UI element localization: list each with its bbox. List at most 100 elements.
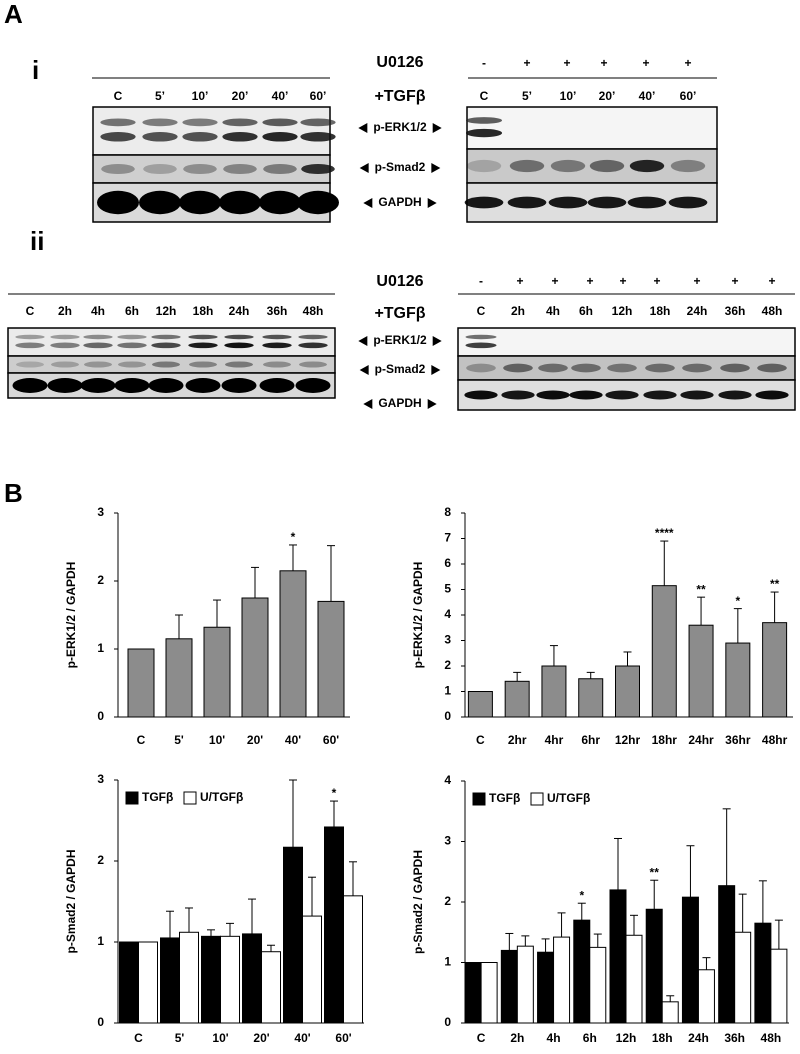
treatment-sign: + (586, 274, 593, 288)
x-tick-label: 36hr (725, 733, 751, 747)
y-tick-label: 0 (97, 1015, 104, 1029)
treatment-sign: + (653, 274, 660, 288)
blot-band (720, 363, 750, 373)
arrow-head (363, 399, 373, 409)
blot-band (465, 342, 497, 349)
error-bar (289, 544, 297, 571)
subpanel-label: i (32, 55, 39, 85)
y-tick-label: 3 (97, 505, 104, 519)
blot-band (466, 363, 496, 373)
x-tick-label: 6hr (581, 733, 600, 747)
blot-band (142, 131, 178, 142)
lane-label: 6h (125, 304, 139, 318)
blot-band (189, 361, 217, 368)
x-tick-label: 24hr (688, 733, 714, 747)
y-tick-label: 1 (97, 641, 104, 655)
y-tick-label: 1 (444, 684, 451, 698)
blot-band (466, 159, 502, 173)
lane-label: 40’ (272, 89, 289, 103)
bar (279, 570, 307, 718)
blot-band (259, 378, 295, 393)
blot-band (465, 128, 503, 138)
blot-band (224, 342, 254, 349)
significance-label: ** (650, 865, 660, 879)
y-axis-title: p-Smad2 / GAPDH (411, 850, 425, 954)
blot-band (142, 118, 178, 127)
lane-label: C (480, 89, 489, 103)
y-tick-label: 1 (97, 934, 104, 948)
blot-band (757, 363, 787, 373)
lane-label: 60’ (310, 89, 327, 103)
bar (220, 935, 240, 1024)
error-bar (327, 545, 335, 602)
y-tick-label: 2 (97, 573, 104, 587)
y-tick-label: 4 (444, 607, 451, 621)
blot-band (300, 131, 336, 142)
blot-band (301, 163, 335, 175)
error-bar (770, 591, 779, 623)
error-bar (630, 914, 638, 936)
lane-label: 40’ (639, 89, 656, 103)
lane-label: 48h (303, 304, 324, 318)
blot-band (668, 196, 708, 209)
bar (138, 941, 158, 1024)
blot-band (117, 334, 147, 340)
treatment-sign: + (523, 56, 530, 70)
bar (283, 846, 303, 1024)
y-tick-label: 4 (444, 773, 451, 787)
blot-band (643, 390, 677, 400)
error-bar (541, 938, 550, 953)
blot-band (224, 334, 254, 340)
x-tick-label: 40' (294, 1031, 310, 1045)
x-tick-label: 10' (209, 733, 225, 747)
x-tick-label: 18h (652, 1031, 673, 1045)
arrow-head (427, 399, 437, 409)
blot-band (182, 118, 218, 127)
blot-band (299, 361, 327, 368)
error-bar (267, 944, 275, 952)
y-axis-title: p-ERK1/2 / GAPDH (64, 562, 78, 669)
bar (625, 934, 643, 1024)
bar (464, 962, 482, 1024)
error-bar (248, 898, 256, 934)
error-bar (577, 902, 586, 921)
blot-band (465, 117, 503, 124)
lane-label: 6h (579, 304, 593, 318)
x-tick-label: 24h (688, 1031, 709, 1045)
lane-label: 24h (229, 304, 250, 318)
x-tick-label: 5' (174, 733, 184, 747)
legend-swatch (472, 792, 486, 806)
bar (541, 665, 567, 718)
legend-swatch (183, 791, 197, 805)
lane-label: 10’ (192, 89, 209, 103)
lane-label: 24h (687, 304, 708, 318)
legend-label: TGFβ (142, 790, 173, 804)
x-tick-label: 4hr (545, 733, 564, 747)
panel-label: B (4, 478, 23, 508)
bar (589, 946, 607, 1024)
y-tick-label: 5 (444, 582, 451, 596)
y-tick-label: 2 (97, 853, 104, 867)
error-bar (213, 599, 221, 628)
lane-label: 2h (58, 304, 72, 318)
blot-band (188, 334, 218, 340)
lane-label: 36h (725, 304, 746, 318)
significance-label: ** (696, 582, 706, 596)
bar (324, 826, 344, 1024)
band-label: p-Smad2 (375, 362, 426, 376)
error-bar (733, 608, 742, 644)
error-bar (586, 671, 595, 679)
blot-band (15, 334, 45, 340)
blot-band (589, 159, 625, 173)
bar (615, 665, 640, 718)
blot-band (151, 334, 181, 340)
x-tick-label: 2hr (508, 733, 527, 747)
panel-label: A (4, 0, 23, 29)
bar (242, 933, 262, 1024)
bar (651, 585, 677, 718)
significance-label: * (291, 530, 296, 544)
blot-band (179, 190, 221, 215)
blot-band (682, 363, 712, 373)
bar (302, 915, 322, 1024)
blot-band (605, 390, 639, 400)
